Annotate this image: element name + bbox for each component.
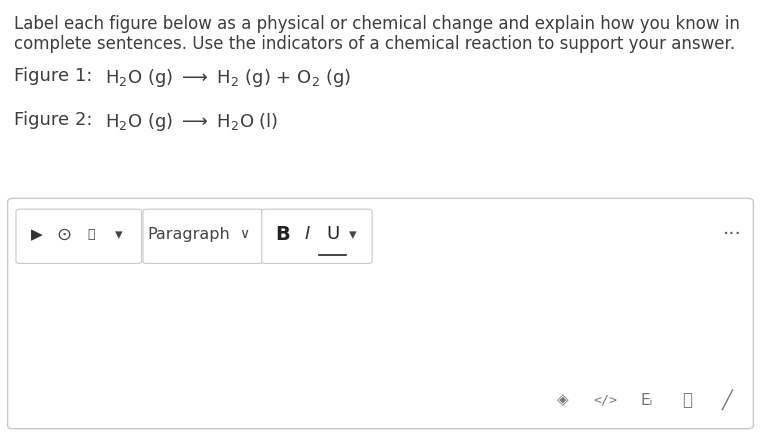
Text: H$_2$O (g) $\longrightarrow$ H$_2$ (g) + O$_2$ (g): H$_2$O (g) $\longrightarrow$ H$_2$ (g) +… <box>105 67 352 89</box>
Text: Eᵢ: Eᵢ <box>641 393 653 408</box>
Text: ◈: ◈ <box>557 393 569 408</box>
Text: </>: </> <box>593 394 617 407</box>
FancyBboxPatch shape <box>8 198 753 429</box>
Text: ▾: ▾ <box>349 227 357 242</box>
Text: Label each figure below as a physical or chemical change and explain how you kno: Label each figure below as a physical or… <box>14 15 740 33</box>
Text: Figure 1:: Figure 1: <box>14 67 92 85</box>
Text: ⊙: ⊙ <box>56 225 72 243</box>
Text: ▾: ▾ <box>115 227 123 242</box>
Text: ⛶: ⛶ <box>682 391 693 409</box>
Text: H$_2$O (g) $\longrightarrow$ H$_2$O (l): H$_2$O (g) $\longrightarrow$ H$_2$O (l) <box>105 111 279 133</box>
FancyBboxPatch shape <box>16 209 142 263</box>
Text: Figure 2:: Figure 2: <box>14 111 92 128</box>
Text: 🔗: 🔗 <box>88 228 95 241</box>
Text: complete sentences. Use the indicators of a chemical reaction to support your an: complete sentences. Use the indicators o… <box>14 35 735 53</box>
Text: ∨: ∨ <box>239 227 250 241</box>
Text: I: I <box>305 225 310 243</box>
FancyBboxPatch shape <box>262 209 372 263</box>
Text: ╱: ╱ <box>721 390 732 411</box>
Text: ▶: ▶ <box>30 227 43 242</box>
FancyBboxPatch shape <box>143 209 263 263</box>
Text: ···: ··· <box>723 225 741 244</box>
Text: Paragraph: Paragraph <box>148 227 230 242</box>
Text: U: U <box>326 225 339 243</box>
Text: B: B <box>275 225 290 244</box>
